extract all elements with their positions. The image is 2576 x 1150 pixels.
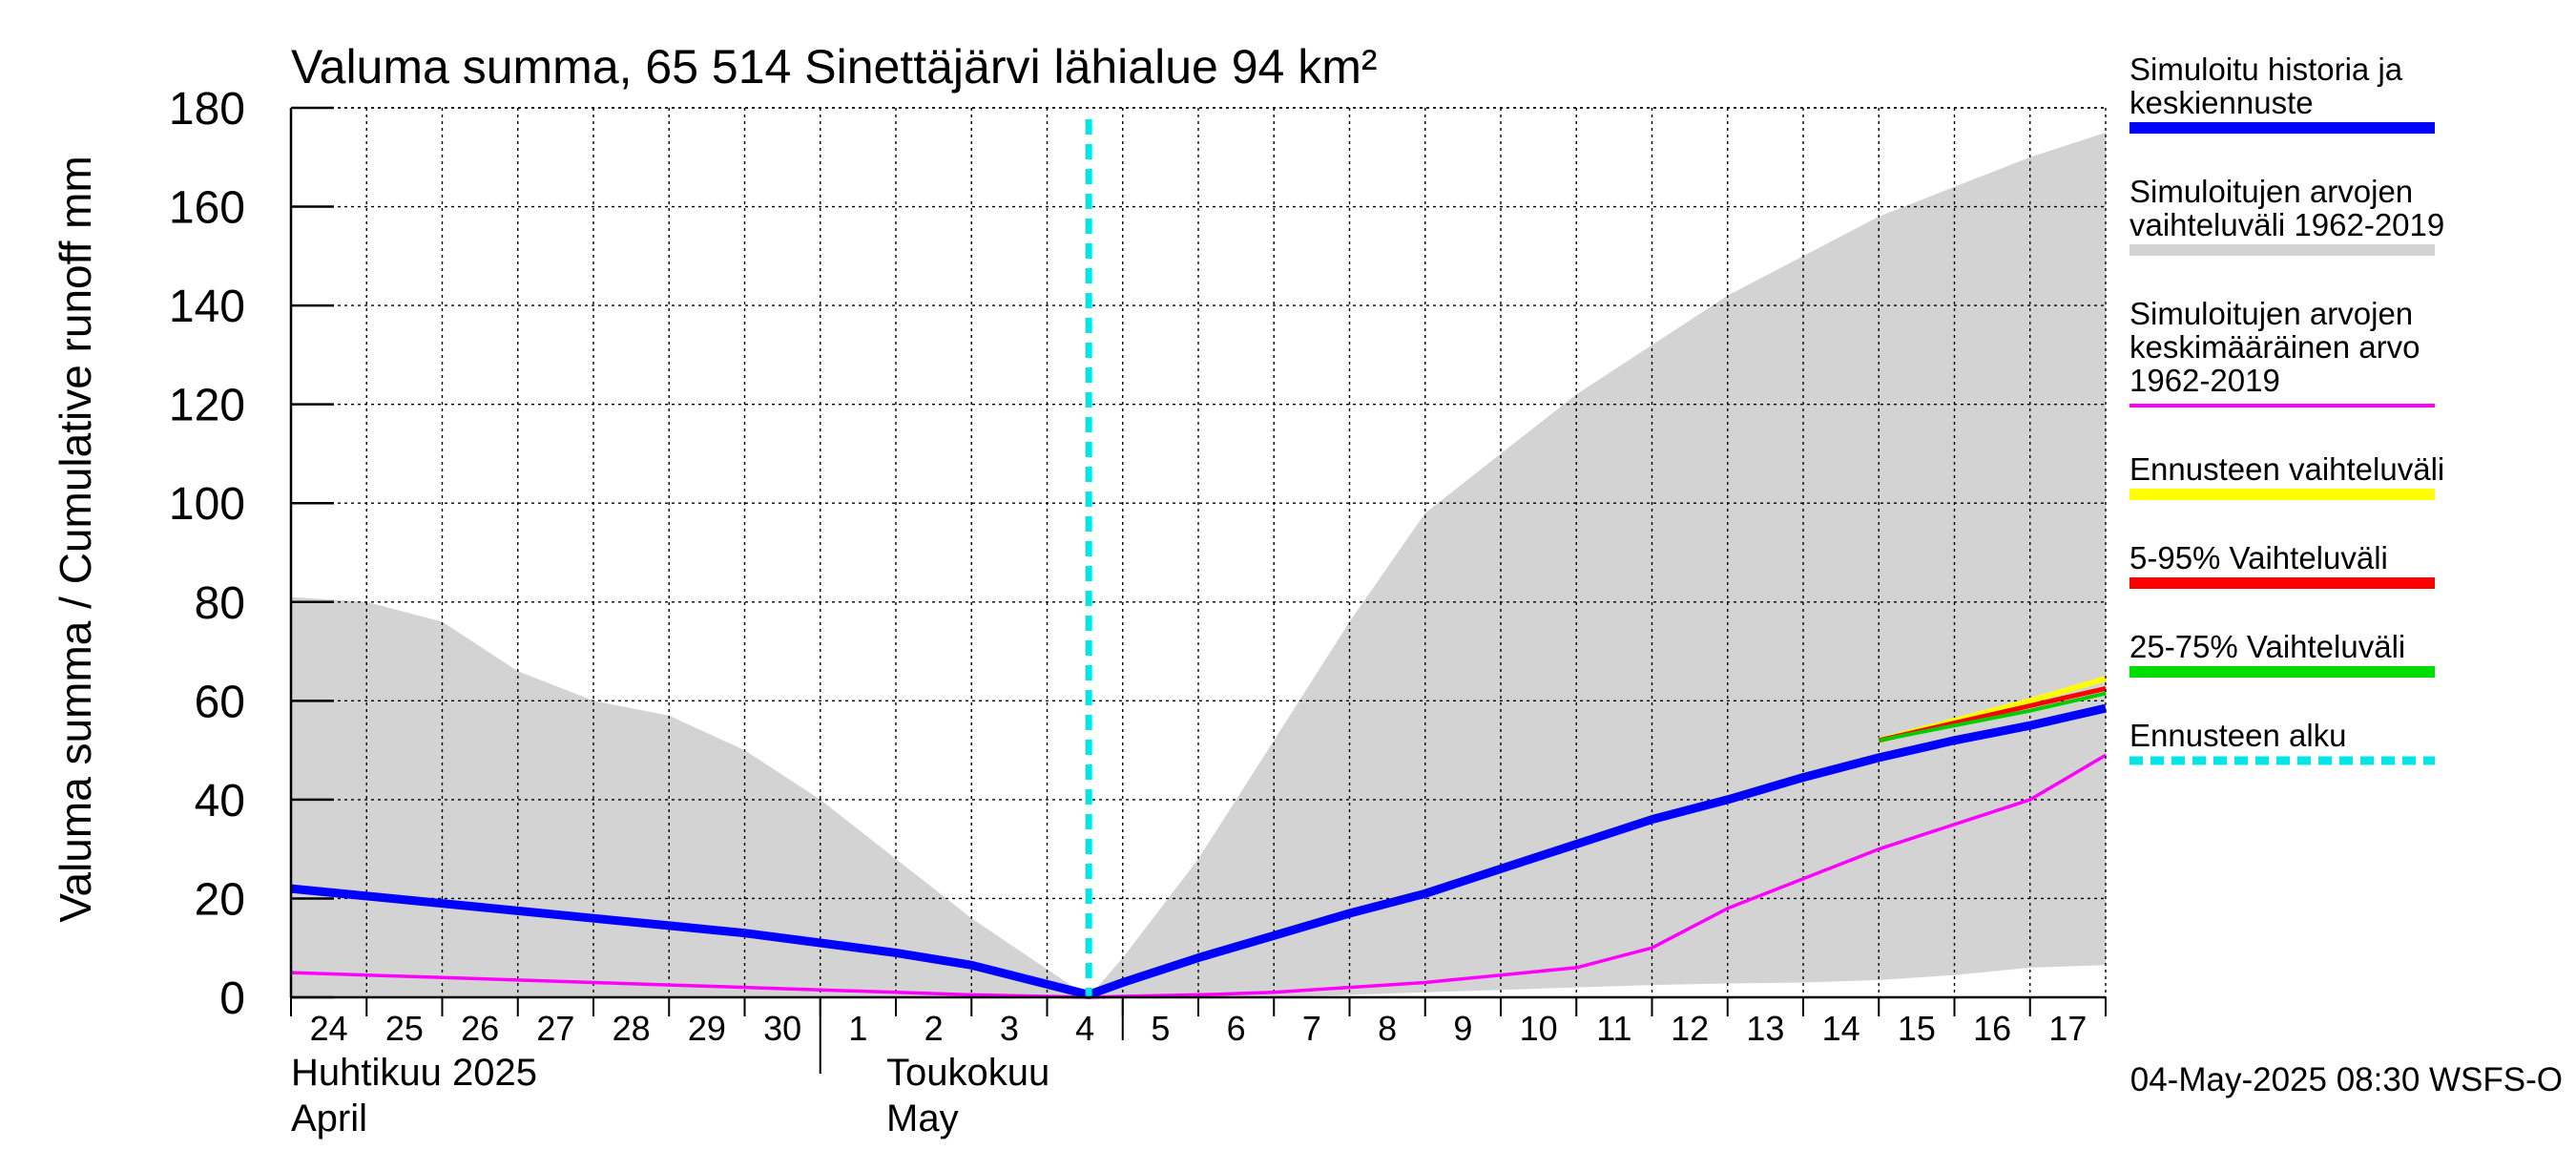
month-label: Huhtikuu 2025 — [291, 1052, 537, 1094]
x-tick-label: 6 — [1227, 1009, 1246, 1048]
legend-label: Ennusteen alku — [2129, 718, 2347, 753]
y-tick-label: 120 — [169, 381, 245, 431]
x-tick-label: 24 — [310, 1009, 348, 1048]
legend-label: 1962-2019 — [2129, 363, 2280, 398]
x-tick-label: 28 — [613, 1009, 651, 1048]
series-line-ff00ff — [290, 753, 2107, 999]
y-tick-label: 0 — [219, 973, 245, 1024]
legend-label: keskimääräinen arvo — [2129, 329, 2420, 365]
y-tick-label: 180 — [169, 84, 245, 135]
x-tick-label: 16 — [1973, 1009, 2011, 1048]
y-tick-label: 100 — [169, 479, 245, 530]
x-tick-label: 27 — [536, 1009, 574, 1048]
x-tick-label: 8 — [1378, 1009, 1397, 1048]
month-label-en: April — [291, 1098, 367, 1140]
chart-title: Valuma summa, 65 514 Sinettäjärvi lähial… — [291, 40, 1378, 94]
x-tick-label: 2 — [924, 1009, 944, 1048]
series-line-00cc00 — [1878, 691, 2107, 742]
x-tick-label: 4 — [1075, 1009, 1094, 1048]
legend-label: Simuloitu historia ja — [2129, 52, 2403, 87]
series-line-0000ff — [290, 703, 2108, 999]
x-tick-label: 1 — [848, 1009, 867, 1048]
x-tick-label: 11 — [1596, 1009, 1631, 1048]
x-tick-label: 29 — [688, 1009, 726, 1048]
legend-label: Ennusteen vaihteluväli — [2129, 451, 2444, 487]
x-tick-label: 12 — [1671, 1009, 1709, 1048]
legend-label: Simuloitujen arvojen — [2129, 296, 2413, 331]
legend-label: Simuloitujen arvojen — [2129, 174, 2413, 209]
month-label: Toukokuu — [886, 1052, 1049, 1094]
y-axis-label: Valuma summa / Cumulative runoff mm — [51, 156, 100, 923]
x-tick-label: 26 — [461, 1009, 499, 1048]
x-tick-label: 9 — [1453, 1009, 1472, 1048]
month-label-en: May — [886, 1098, 959, 1140]
y-tick-label: 80 — [195, 578, 245, 629]
x-tick-label: 5 — [1151, 1009, 1170, 1048]
y-tick-label: 60 — [195, 677, 245, 727]
plot-area — [290, 107, 2108, 999]
x-tick-label: 15 — [1898, 1009, 1936, 1048]
legend-label: 25-75% Vaihteluväli — [2129, 629, 2405, 664]
y-tick-label: 140 — [169, 282, 245, 332]
y-tick-label: 20 — [195, 874, 245, 925]
x-tick-label: 13 — [1746, 1009, 1784, 1048]
legend-label: keskiennuste — [2129, 85, 2314, 120]
legend-label: 5-95% Vaihteluväli — [2129, 540, 2388, 575]
x-tick-label: 25 — [385, 1009, 424, 1048]
x-tick-label: 30 — [763, 1009, 801, 1048]
y-tick-label: 40 — [195, 776, 245, 826]
x-tick-label: 7 — [1302, 1009, 1321, 1048]
x-tick-label: 17 — [2048, 1009, 2087, 1048]
y-tick-label: 160 — [169, 183, 245, 234]
x-tick-label: 3 — [1000, 1009, 1019, 1048]
legend-label: vaihteluväli 1962-2019 — [2129, 207, 2444, 242]
footer-timestamp: 04-May-2025 08:30 WSFS-O — [2130, 1061, 2563, 1098]
x-tick-label: 10 — [1520, 1009, 1558, 1048]
x-tick-label: 14 — [1822, 1009, 1860, 1048]
